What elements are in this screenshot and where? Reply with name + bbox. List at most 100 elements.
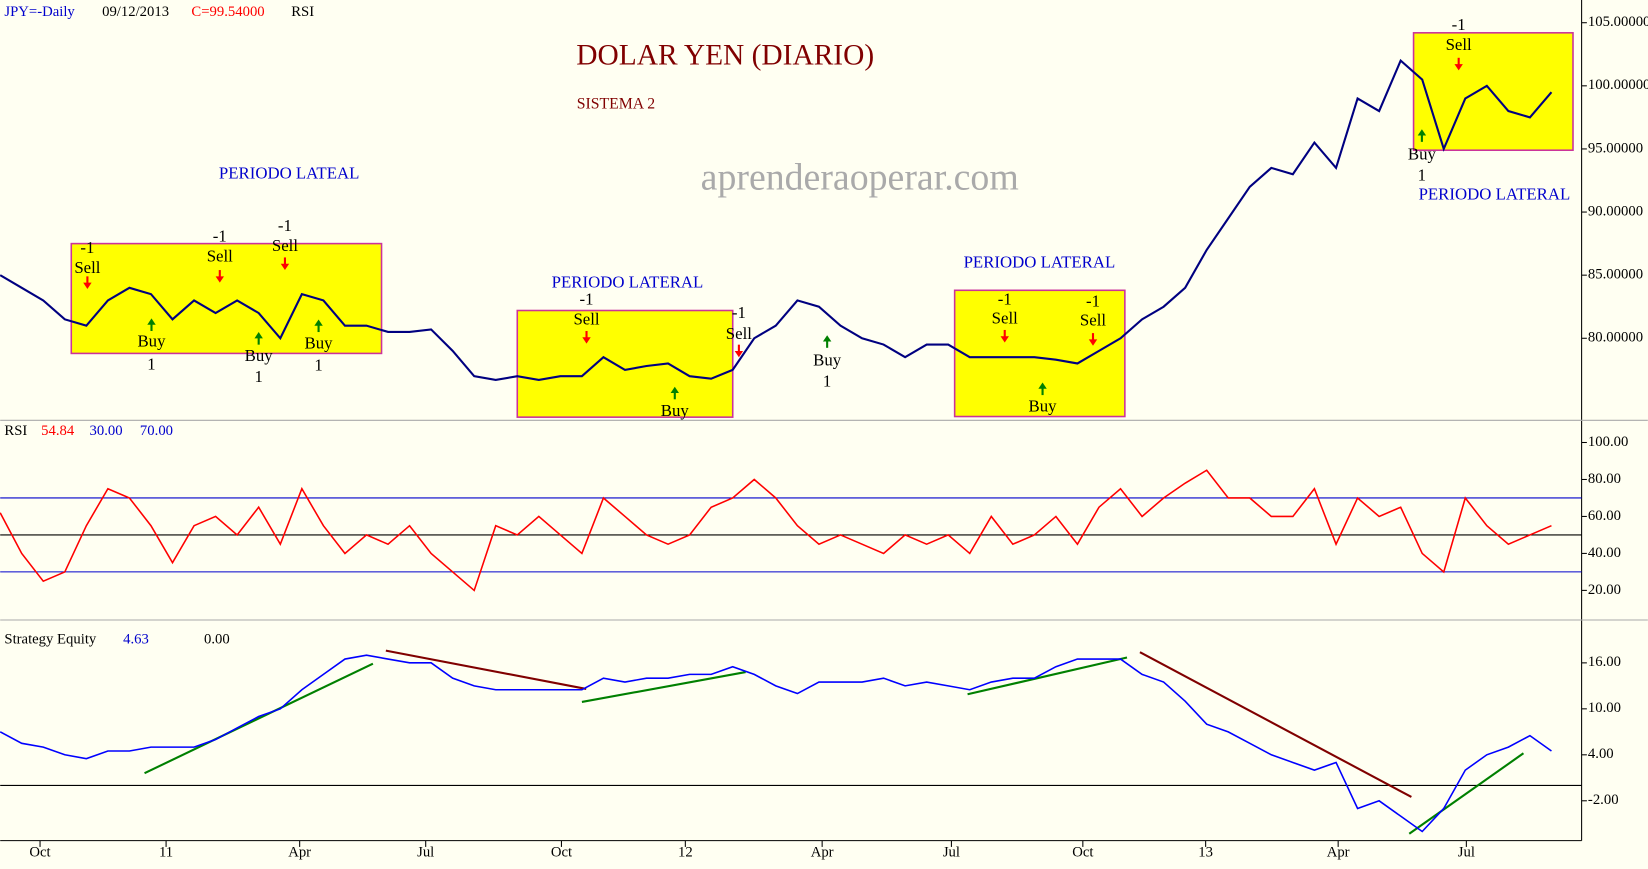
watermark: aprenderaoperar.com: [701, 156, 1019, 198]
signal-qty: -1: [580, 289, 594, 308]
x-tick-label: 11: [159, 845, 173, 861]
equity-last: 4.63: [123, 631, 149, 647]
signal-arrow-head: [1088, 339, 1098, 346]
lateral-box: [70, 242, 383, 355]
chart-title: DOLAR YEN (DIARIO): [576, 40, 874, 72]
x-tick-label: Jul: [943, 845, 960, 861]
signal-arrow-head: [83, 282, 92, 289]
series-line: [0, 469, 1552, 592]
last-close: C=99.54000: [191, 4, 264, 20]
signal-label: Sell: [74, 258, 100, 277]
signal-qty: 1: [823, 371, 831, 390]
y-tick-label: 105.00000: [1588, 14, 1648, 30]
y-tick-label: -2.00: [1588, 792, 1619, 808]
y-tick-label: 60.00: [1588, 508, 1621, 524]
signal-arrow-head: [582, 337, 591, 344]
signal-qty: -1: [998, 289, 1012, 308]
trend-line: [1139, 651, 1412, 798]
signal-label: Sell: [573, 309, 599, 328]
signal-label: Buy: [813, 350, 842, 369]
y-tick-label: 80.00000: [1588, 330, 1643, 346]
signal-qty: -1: [1452, 15, 1466, 34]
trend-line: [967, 656, 1128, 696]
x-tick-label: Apr: [811, 845, 834, 861]
x-tick-label: Oct: [551, 845, 572, 861]
annotation: PERIODO LATERAL: [1419, 184, 1571, 203]
signal-label: Sell: [726, 324, 752, 343]
rsi-level-label: 30.00: [90, 423, 123, 439]
y-tick-label: 20.00: [1588, 582, 1621, 598]
lateral-box: [1412, 32, 1574, 151]
y-tick-label: 10.00: [1588, 700, 1621, 716]
signal-arrow-head: [147, 318, 156, 325]
signal-label: Sell: [1446, 35, 1472, 54]
signal-arrow-head: [734, 350, 744, 358]
y-tick-label: 16.00: [1588, 654, 1621, 670]
signal-label: Buy: [245, 346, 274, 365]
signal-qty: 1: [254, 367, 262, 386]
series-line: [0, 58, 1553, 382]
signal-arrow-head: [1417, 129, 1427, 136]
signal-label: Buy: [661, 401, 690, 420]
y-tick-label: 40.00: [1588, 545, 1621, 561]
x-tick-label: Oct: [29, 845, 50, 861]
annotation: PERIODO LATERAL: [964, 253, 1116, 272]
annotation: PERIODO LATEAL: [219, 163, 359, 182]
signal-arrow-head: [215, 276, 225, 283]
lateral-box: [516, 309, 734, 418]
signal-arrow-head: [670, 386, 679, 393]
signal-qty: 1: [1418, 165, 1426, 184]
trend-line: [385, 649, 587, 690]
x-tick-label: Apr: [1327, 845, 1350, 861]
signal-label: Buy: [305, 334, 334, 353]
y-tick-label: 100.00: [1588, 434, 1628, 450]
trend-line: [581, 671, 746, 703]
signal-qty: -1: [213, 226, 227, 245]
chart-subtitle: SISTEMA 2: [577, 96, 655, 113]
signal-arrow-head: [254, 332, 263, 339]
signal-arrow-head: [314, 319, 323, 326]
x-tick-label: 13: [1198, 845, 1213, 861]
signal-arrow-head: [1000, 336, 1009, 343]
y-tick-label: 95.00000: [1588, 140, 1643, 156]
signal-qty: 1: [314, 356, 322, 375]
signal-arrow-head: [1038, 382, 1047, 389]
signal-qty: -1: [1086, 291, 1100, 310]
indicator: RSI: [291, 4, 314, 20]
signal-arrow-head: [822, 335, 832, 342]
signal-label: Buy: [1408, 144, 1437, 163]
signal-label: Sell: [992, 308, 1018, 327]
signal-qty: -1: [732, 303, 746, 322]
y-tick-label: 85.00000: [1588, 267, 1643, 283]
trend-line: [1408, 752, 1525, 835]
signal-label: Buy: [137, 331, 166, 350]
y-tick-label: 80.00: [1588, 471, 1621, 487]
x-tick-label: Apr: [288, 845, 311, 861]
signal-label: Sell: [1080, 310, 1106, 329]
signal-qty: -1: [278, 216, 292, 235]
rsi-last: 54.84: [41, 423, 75, 439]
y-tick-label: 100.00000: [1588, 77, 1648, 93]
trend-line: [144, 662, 374, 775]
zero-label: 0.00: [204, 631, 230, 647]
series-name: JPY=-Daily: [4, 4, 75, 20]
signal-arrow-head: [280, 263, 290, 271]
signal-qty: 1: [147, 355, 155, 374]
signal-label: Sell: [272, 236, 298, 255]
x-tick-label: Oct: [1072, 845, 1093, 861]
x-tick-label: Jul: [1458, 845, 1475, 861]
signal-label: Buy: [1029, 397, 1058, 416]
signal-arrow-head: [1454, 64, 1463, 71]
y-tick-label: 4.00: [1588, 746, 1614, 762]
equity-name: Strategy Equity: [4, 631, 97, 647]
x-tick-label: 12: [678, 845, 693, 861]
signal-qty: -1: [80, 238, 94, 257]
signal-label: Sell: [207, 246, 233, 265]
date: 09/12/2013: [102, 4, 169, 20]
rsi-level-label: 70.00: [140, 423, 173, 439]
annotation: PERIODO LATERAL: [552, 273, 704, 292]
